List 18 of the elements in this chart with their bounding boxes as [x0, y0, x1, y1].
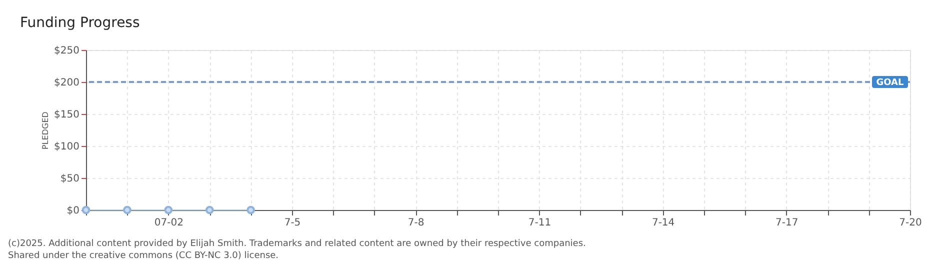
y-tick-label: $200 [54, 78, 80, 88]
x-tick-label: 7-11 [528, 218, 552, 228]
x-tick-label: 07-02 [154, 218, 184, 228]
y-tick-label: $50 [60, 174, 80, 184]
x-tick-label: 7-17 [776, 218, 798, 228]
y-tick-label: $100 [54, 142, 80, 152]
x-tick-label: 7-5 [284, 218, 301, 228]
ref-line-label: GOAL [876, 78, 904, 88]
chart-title: Funding Progress [20, 15, 140, 31]
y-tick-label: $250 [54, 46, 80, 56]
y-tick-label: $0 [66, 206, 80, 216]
x-tick-label: 7-14 [652, 218, 675, 228]
text: Shared under the creative commons (CC BY-NC 3.0) license. [8, 251, 279, 261]
y-tick-label: $150 [54, 110, 80, 120]
x-tick-label: 7-8 [408, 218, 424, 228]
x-tick-label: 7-20 [899, 218, 922, 228]
y-axis-title: PLEDGED [41, 112, 50, 150]
text: (c)2025. Additional content provided by Elijah Smith. Trademarks and related content are owned by their respective companies. [8, 239, 586, 249]
